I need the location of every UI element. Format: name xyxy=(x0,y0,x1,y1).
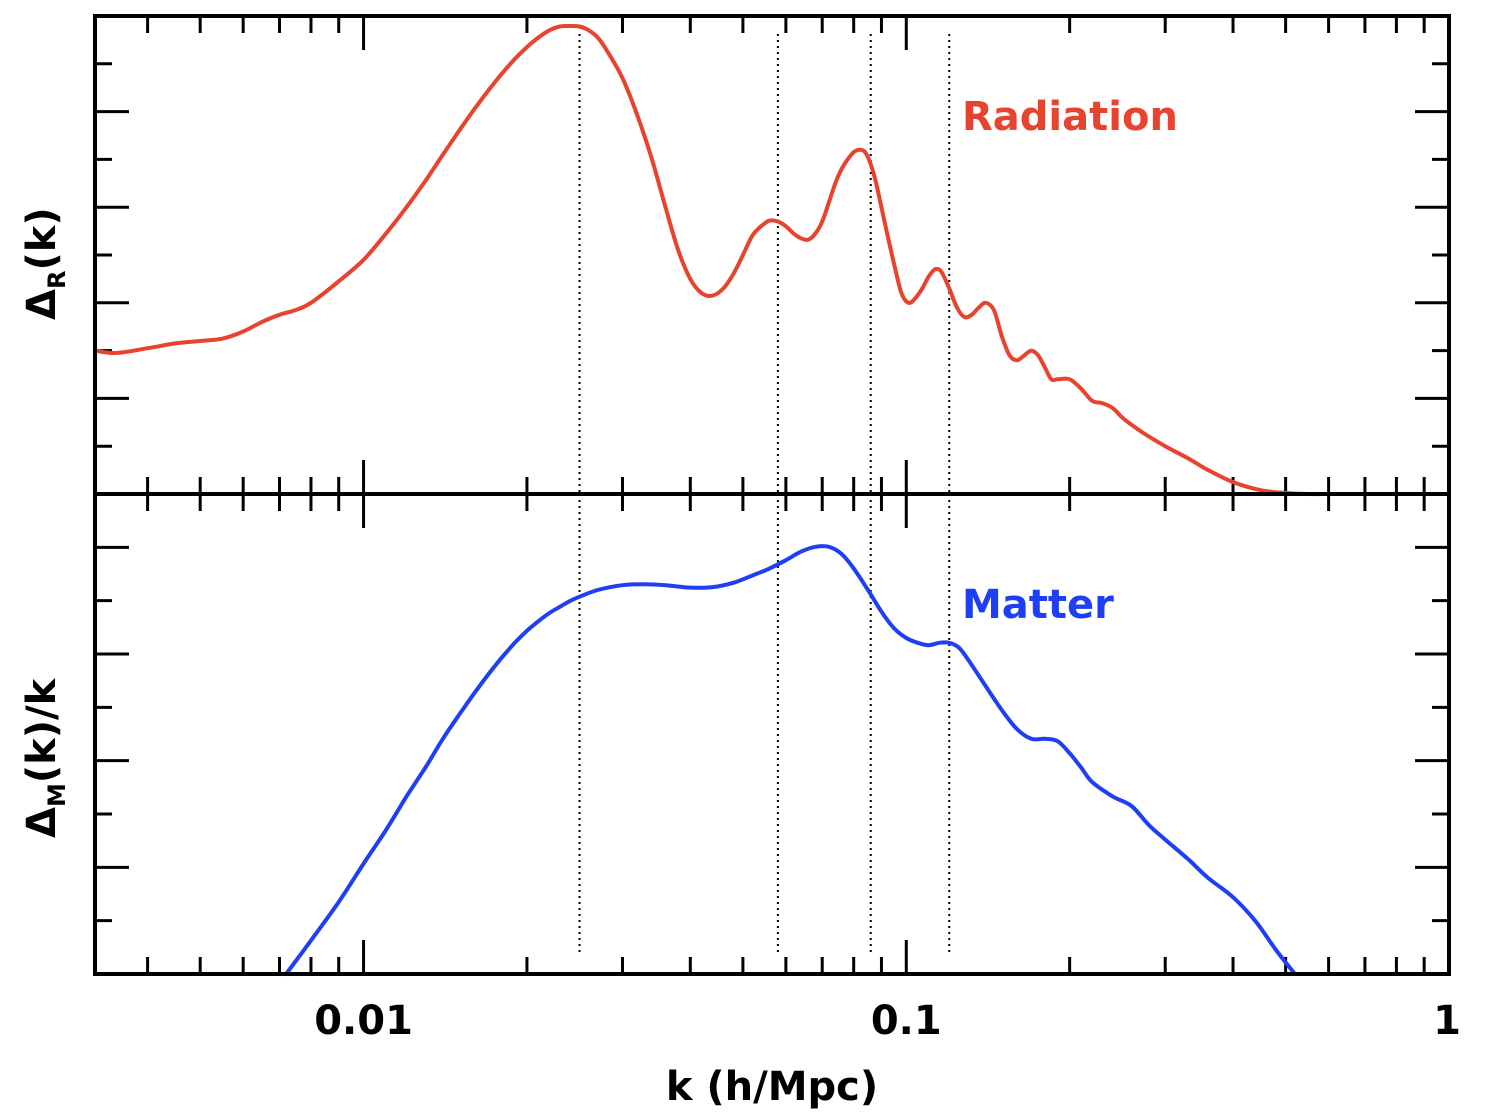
matter-series-label: Matter xyxy=(962,582,1114,628)
x-axis-label: k (h/Mpc) xyxy=(666,1064,878,1110)
x-tick-label: 0.1 xyxy=(871,998,942,1044)
matter-curve xyxy=(284,544,1297,976)
radiation-panel-ticks xyxy=(95,16,1451,494)
radiation-y-axis-label-subscript: R xyxy=(43,271,71,289)
radiation-panel-reference-lines xyxy=(578,34,951,494)
radiation-panel: Radiation ΔR(k) xyxy=(19,14,1451,497)
radiation-series-label: Radiation xyxy=(962,94,1178,140)
radiation-y-axis-label-main: Δ xyxy=(19,289,65,320)
matter-y-axis-label-main: Δ xyxy=(19,807,65,838)
matter-y-axis-label: ΔM(k)/k xyxy=(19,677,71,838)
matter-y-axis-label-subscript: M xyxy=(43,783,71,807)
x-tick-label: 1 xyxy=(1433,998,1461,1044)
matter-y-axis-label-tail: (k)/k xyxy=(19,677,65,783)
radiation-panel-frame xyxy=(93,14,1451,496)
matter-panel-frame xyxy=(93,492,1451,976)
radiation-curve xyxy=(93,23,1451,497)
matter-panel: Matter ΔM(k)/k 0.01 0.1 1 k (h/Mpc) xyxy=(19,492,1461,1110)
matter-panel-reference-lines xyxy=(578,494,951,956)
x-tick-label: 0.01 xyxy=(314,998,413,1044)
x-tick-labels: 0.01 0.1 1 xyxy=(314,998,1461,1044)
radiation-y-axis-label-tail: (k) xyxy=(19,207,65,270)
radiation-y-axis-label: ΔR(k) xyxy=(19,207,71,320)
